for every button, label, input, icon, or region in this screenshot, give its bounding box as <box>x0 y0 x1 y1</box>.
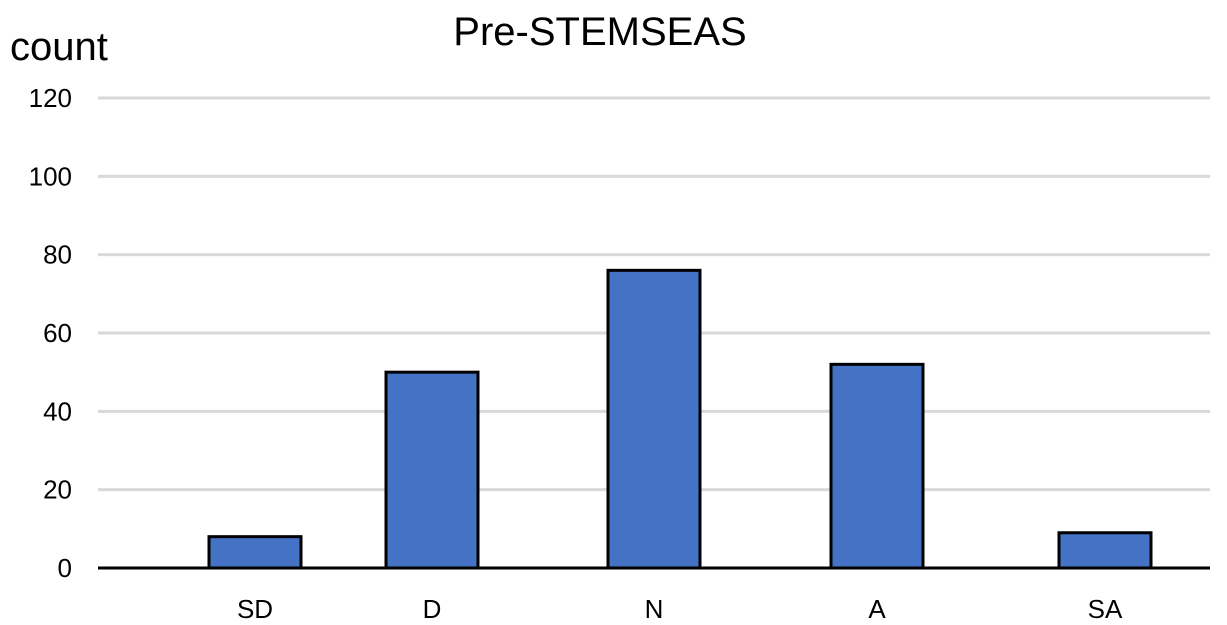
x-tick-label: D <box>423 594 442 624</box>
x-tick-label: SD <box>237 594 273 624</box>
bar-n <box>606 268 702 570</box>
y-tick-label: 60 <box>43 318 72 348</box>
x-tick-label: SA <box>1088 594 1123 624</box>
chart-title: Pre-STEMSEAS <box>453 10 746 54</box>
bar-sd <box>207 535 303 570</box>
y-tick-label: 80 <box>43 240 72 270</box>
x-tick-labels: SD D N A SA <box>237 594 1123 624</box>
y-tick-label: 100 <box>29 161 72 191</box>
y-tick-labels: 0 20 40 60 80 100 120 <box>29 83 72 583</box>
bar-a <box>829 362 925 570</box>
y-tick-label: 120 <box>29 83 72 113</box>
y-axis-label: count <box>10 25 108 69</box>
x-tick-label: N <box>645 594 664 624</box>
x-tick-label: A <box>868 594 886 624</box>
bars <box>207 268 1153 570</box>
bar-d <box>384 370 480 570</box>
bar-sa <box>1057 531 1153 570</box>
y-tick-label: 0 <box>58 553 72 583</box>
y-tick-label: 20 <box>43 475 72 505</box>
y-tick-label: 40 <box>43 396 72 426</box>
